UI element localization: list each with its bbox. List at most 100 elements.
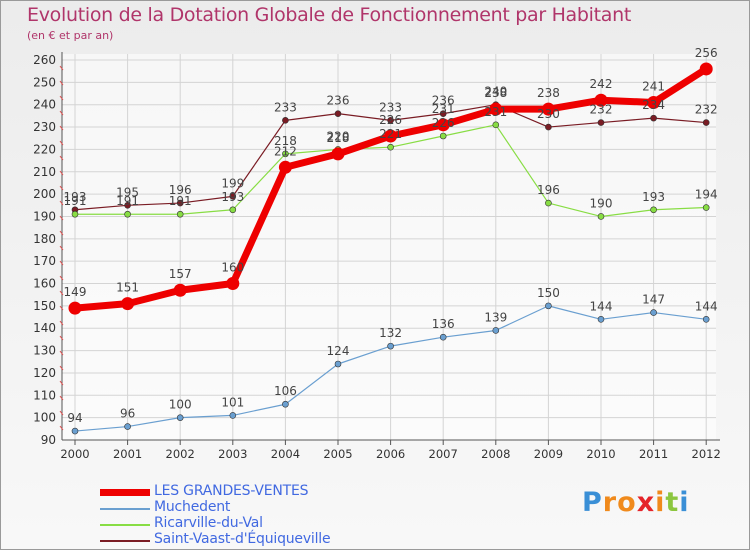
legend-swatch	[100, 524, 150, 526]
data-label: 226	[432, 116, 455, 130]
y-axis-mark	[59, 95, 64, 101]
data-point	[387, 143, 394, 151]
data-point	[489, 102, 503, 116]
data-label: 236	[432, 94, 455, 108]
data-point	[699, 62, 713, 76]
x-tick-label: 2009	[534, 447, 563, 461]
data-label: 194	[695, 188, 718, 202]
y-tick-label: 200	[33, 187, 56, 201]
data-point	[650, 114, 657, 122]
data-label: 96	[120, 407, 135, 421]
data-point	[439, 333, 447, 341]
data-label: 242	[590, 77, 613, 91]
data-label: 144	[695, 299, 718, 313]
data-point	[597, 119, 605, 126]
logo-letter: t	[665, 487, 680, 518]
data-label: 195	[116, 185, 139, 199]
logo-letter: o	[617, 487, 637, 518]
data-label: 150	[537, 286, 560, 300]
y-axis-mark	[59, 335, 64, 341]
data-point	[597, 213, 605, 220]
data-point	[334, 360, 342, 368]
y-tick-label: 220	[33, 142, 56, 156]
legend-item: Ricarville-du-Val	[100, 515, 400, 532]
data-point	[229, 412, 237, 419]
data-label: 191	[116, 194, 139, 208]
x-tick-label: 2012	[692, 447, 721, 461]
data-label: 144	[590, 299, 613, 313]
data-label: 232	[590, 103, 613, 117]
x-tick-label: 2002	[166, 447, 195, 461]
data-point	[282, 400, 289, 408]
data-label: 124	[327, 344, 350, 358]
y-axis-mark	[59, 365, 64, 371]
legend-swatch	[100, 508, 150, 510]
data-label: 149	[64, 285, 87, 299]
y-axis-mark	[59, 155, 64, 161]
data-label: 234	[642, 98, 665, 112]
y-tick-label: 210	[33, 165, 56, 179]
data-label: 212	[274, 144, 297, 158]
data-point	[176, 199, 184, 207]
data-point	[594, 93, 608, 107]
data-point	[334, 110, 342, 117]
data-label: 132	[379, 326, 402, 340]
y-tick-label: 190	[33, 209, 56, 223]
data-label: 238	[537, 86, 560, 100]
y-tick-label: 140	[33, 321, 56, 335]
chart-subtitle: (en € et par an)	[27, 29, 114, 42]
legend-label: LES GRANDES-VENTES	[154, 483, 309, 499]
data-point	[387, 342, 394, 350]
x-tick-label: 2006	[376, 447, 405, 461]
y-axis-mark	[59, 410, 64, 416]
legend-label: Ricarville-du-Val	[154, 515, 263, 531]
data-point	[387, 117, 394, 124]
logo-letter: x	[636, 487, 656, 518]
data-label: 193	[642, 190, 665, 204]
data-point	[439, 110, 447, 117]
data-label: 230	[537, 107, 560, 121]
legend-swatch	[100, 489, 150, 496]
data-point	[124, 423, 131, 430]
legend-swatch	[100, 540, 150, 542]
data-label: 241	[642, 79, 665, 93]
logo-letter: r	[602, 487, 618, 518]
data-point	[124, 201, 131, 209]
y-tick-label: 260	[33, 53, 56, 67]
y-axis-mark	[59, 170, 64, 176]
x-tick-label: 2008	[481, 447, 510, 461]
data-point	[702, 315, 710, 323]
line-chart: 90 100 110 120 130 140 150 160 170 180 190 200 210 22…	[33, 46, 721, 461]
data-label: 236	[327, 94, 350, 108]
y-tick-label: 230	[33, 120, 56, 134]
y-axis-mark	[59, 290, 64, 296]
data-point	[439, 132, 447, 140]
y-axis-mark	[59, 275, 64, 281]
data-label: 151	[116, 281, 139, 295]
x-tick-label: 2000	[60, 447, 89, 461]
data-point	[541, 102, 555, 116]
data-label: 106	[274, 384, 297, 398]
y-axis-mark	[59, 65, 64, 71]
data-point	[71, 427, 79, 435]
data-label: 160	[221, 261, 244, 275]
x-tick-label: 2001	[113, 447, 142, 461]
data-point	[331, 147, 345, 161]
logo-letter: i	[655, 487, 666, 518]
y-tick-label: 150	[33, 299, 56, 313]
y-axis-mark	[59, 185, 64, 191]
y-axis-mark	[59, 80, 64, 86]
data-label: 147	[642, 293, 665, 307]
data-point	[282, 150, 289, 158]
y-axis-mark	[59, 425, 64, 431]
data-point	[647, 95, 661, 109]
logo-letter: P	[582, 487, 603, 518]
data-label: 231	[432, 102, 455, 116]
data-label: 238	[484, 86, 507, 100]
y-tick-label: 250	[33, 75, 56, 89]
data-label: 191	[169, 194, 192, 208]
data-point	[650, 309, 657, 316]
y-tick-label: 240	[33, 98, 56, 112]
data-label: 232	[695, 103, 718, 117]
data-point	[282, 117, 289, 124]
